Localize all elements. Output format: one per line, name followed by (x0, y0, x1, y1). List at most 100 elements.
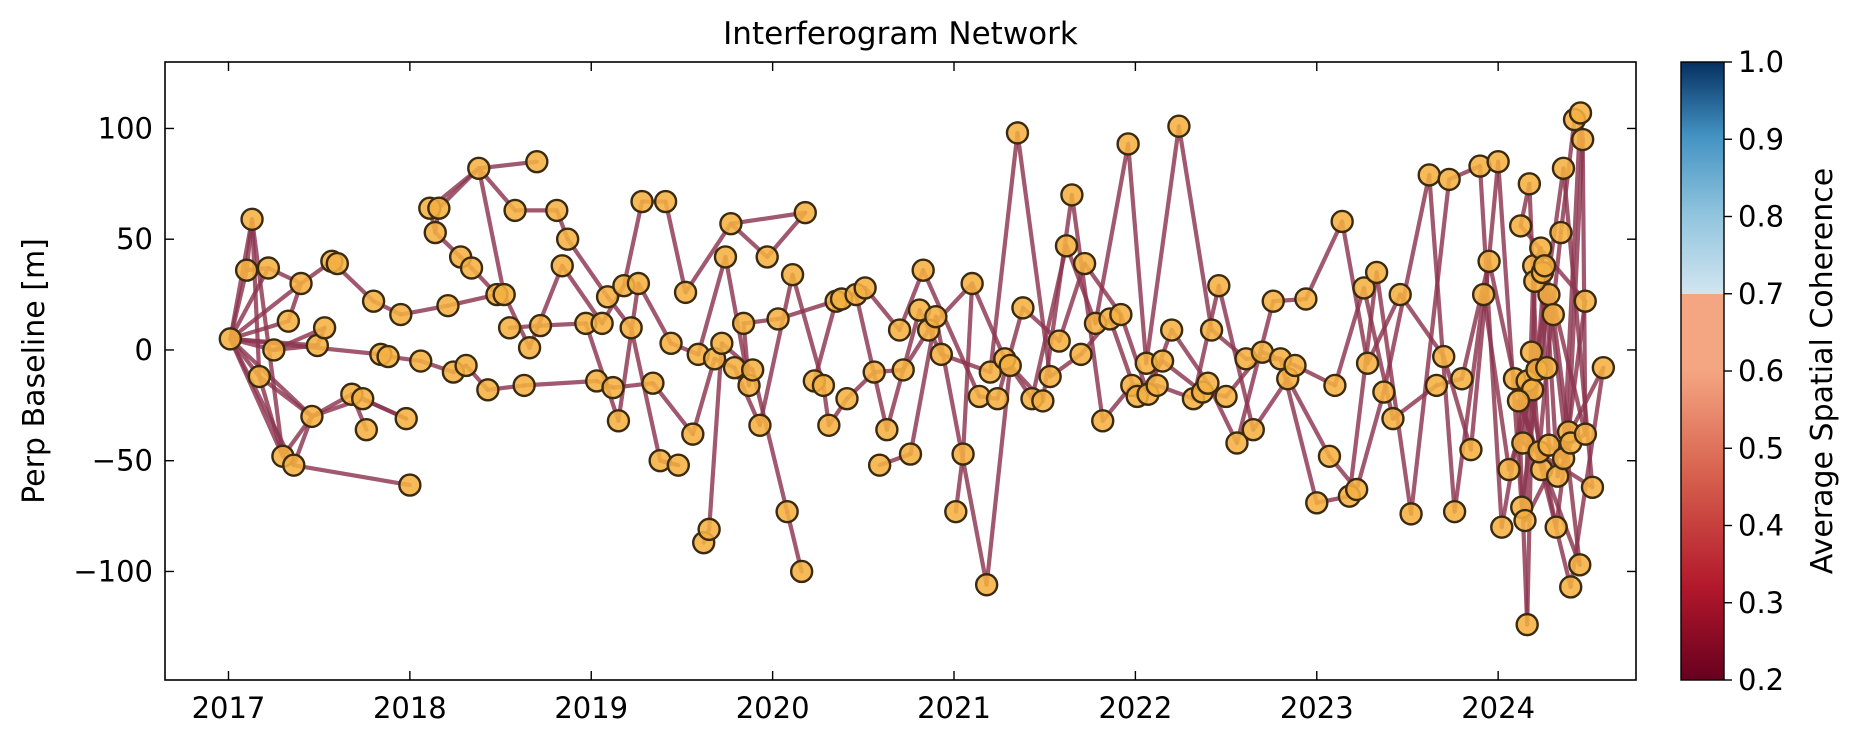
acquisition-node (951, 442, 975, 466)
acquisition-node (590, 311, 614, 336)
acquisition-node (1159, 318, 1184, 342)
acquisition-node (1060, 183, 1084, 207)
acquisition-node (697, 517, 721, 542)
y-tick-label: −100 (73, 554, 153, 588)
acquisition-node (1005, 121, 1030, 145)
network-edge (988, 130, 1020, 375)
chart-title: Interferogram Network (723, 16, 1078, 52)
acquisition-node (898, 442, 923, 466)
acquisition-node (427, 196, 451, 220)
acquisition-node (1323, 373, 1347, 398)
acquisition-node (755, 245, 779, 269)
acquisition-node (1573, 289, 1597, 313)
acquisition-node (1532, 254, 1557, 278)
acquisition-node (780, 262, 805, 287)
acquisition-node (312, 316, 337, 340)
acquisition-node (659, 331, 683, 356)
x-tick-label: 2023 (1280, 691, 1354, 725)
acquisition-node (394, 406, 418, 431)
network-edge (1176, 124, 1214, 333)
acquisition-node (1399, 502, 1423, 526)
network-edge (629, 325, 663, 463)
acquisition-node (1261, 289, 1285, 313)
colorbar-tick-label: 0.5 (1738, 431, 1784, 465)
acquisition-node (476, 378, 500, 402)
acquisition-node (875, 417, 899, 442)
x-axis: 2017 2018 2019 2020 2021 2022 2023 2024 (192, 62, 1535, 725)
network-edge (249, 217, 262, 379)
network-edge (970, 281, 1007, 361)
network-edge (1093, 141, 1131, 326)
acquisition-node (887, 318, 912, 342)
acquisition-node (1372, 380, 1396, 404)
acquisition-node (1150, 349, 1175, 373)
network-edge (683, 221, 734, 295)
network-edge (1398, 292, 1446, 359)
acquisition-node (960, 271, 984, 296)
acquisition-node (719, 211, 743, 236)
network-edge (690, 356, 717, 437)
acquisition-node (376, 344, 400, 369)
x-tick-label: 2020 (736, 691, 810, 725)
acquisition-node (974, 573, 999, 597)
acquisition-node (1241, 417, 1265, 442)
y-tick-label: 0 (135, 333, 153, 367)
acquisition-node (1568, 553, 1592, 577)
acquisition-node (276, 309, 301, 333)
acquisition-node (867, 453, 892, 477)
acquisition-node (911, 258, 935, 282)
acquisition-node (262, 338, 286, 362)
acquisition-node (811, 373, 836, 398)
acquisition-node (641, 371, 665, 395)
network-edge (1234, 299, 1276, 446)
acquisition-node (710, 331, 734, 356)
acquisition-node (1196, 371, 1220, 395)
acquisition-node (247, 364, 272, 389)
network-edge (1408, 177, 1452, 516)
network-edge (728, 210, 808, 226)
network-edge (757, 272, 795, 428)
y-tick-label: 50 (116, 222, 153, 256)
acquisition-node (503, 198, 527, 223)
network-edge (1427, 172, 1457, 514)
acquisition-node (1437, 167, 1461, 192)
acquisition-node (1573, 422, 1598, 446)
acquisition-node (1450, 367, 1474, 391)
acquisition-node (1513, 508, 1537, 533)
acquisition-node (1344, 477, 1369, 502)
acquisition-node (1330, 209, 1354, 234)
network-edge (621, 199, 645, 288)
acquisition-node (409, 349, 433, 373)
acquisition-node (351, 386, 375, 411)
acquisition-node (550, 254, 574, 278)
acquisition-node (300, 404, 324, 429)
acquisition-node (1517, 172, 1542, 196)
acquisition-node (1031, 389, 1055, 413)
x-tick-label: 2018 (373, 691, 447, 725)
acquisition-node (1294, 287, 1318, 311)
acquisition-node (1305, 491, 1329, 515)
colorbar-tick-label: 0.4 (1738, 509, 1784, 543)
acquisition-node (517, 336, 542, 360)
acquisition-node (789, 559, 814, 584)
acquisition-node (1364, 260, 1389, 285)
acquisition-node (998, 353, 1022, 378)
acquisition-node (713, 245, 738, 269)
network-edge (476, 166, 507, 297)
acquisition-node (1551, 156, 1576, 181)
acquisition-node (595, 285, 620, 309)
acquisition-node (1549, 220, 1573, 245)
y-axis: 100 50 0 −50 −100 (73, 111, 1636, 588)
network-edge (1285, 376, 1332, 459)
colorbar-ticks: 1.0 0.9 0.8 0.7 0.6 0.5 0.4 0.3 0.2 (1724, 45, 1784, 697)
acquisition-node (1541, 302, 1565, 327)
acquisition-node (1207, 274, 1231, 298)
network-edge (1144, 124, 1182, 366)
acquisition-node (817, 413, 841, 437)
acquisition-node (467, 156, 491, 181)
acquisition-node (289, 271, 313, 296)
colorbar-tick-label: 0.2 (1738, 663, 1784, 697)
acquisition-node (1109, 302, 1133, 327)
acquisition-node (1352, 276, 1376, 300)
